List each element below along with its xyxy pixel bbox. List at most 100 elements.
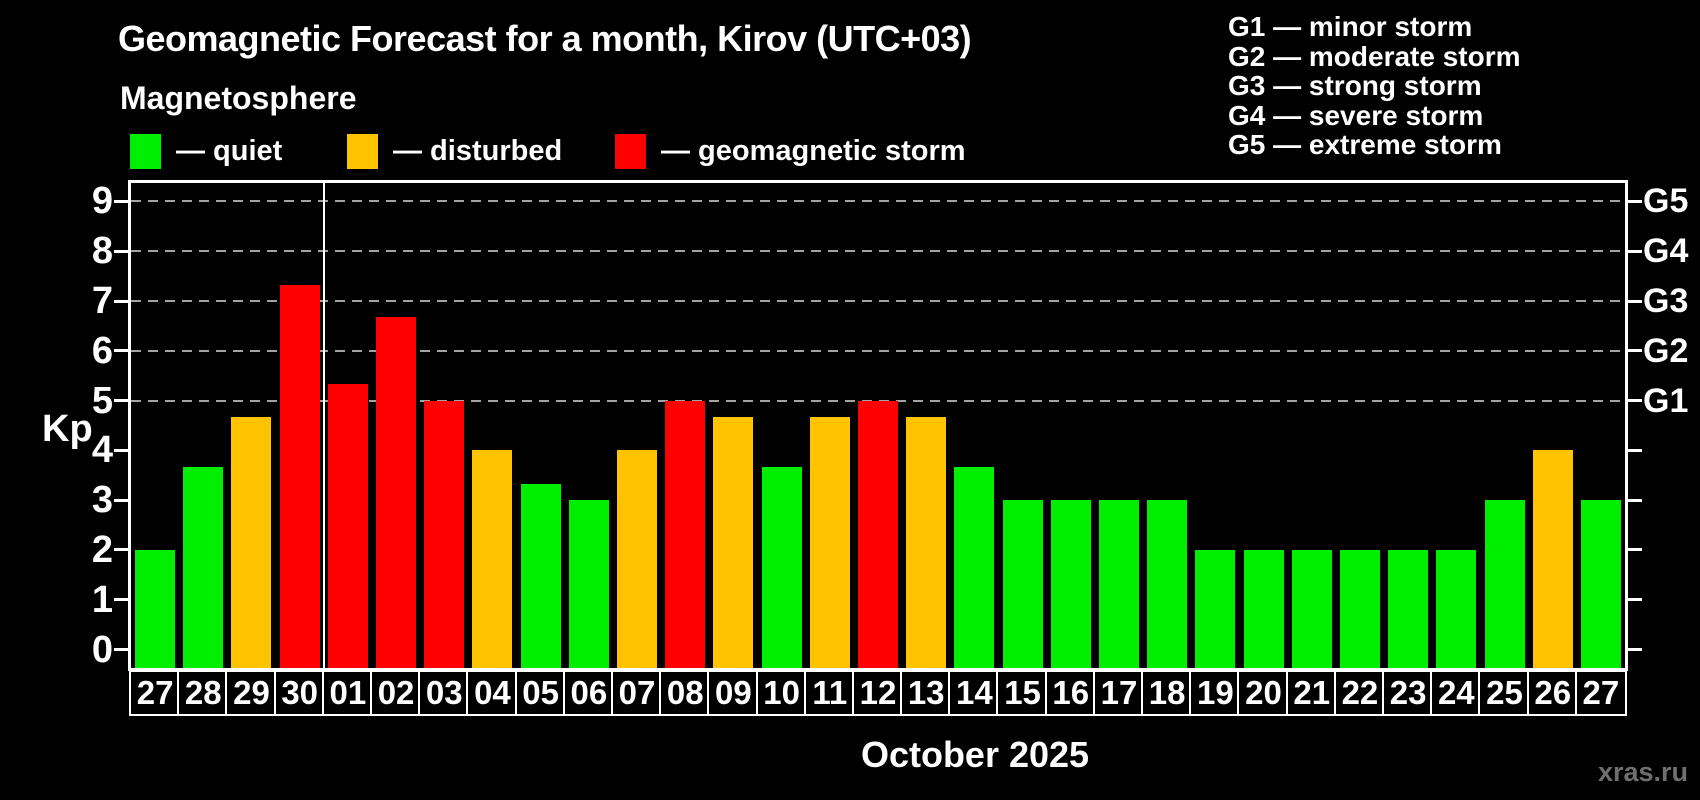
x-axis-day-label: 27 xyxy=(1574,670,1627,716)
bar-day-11 xyxy=(809,417,850,668)
x-axis-day-label: 20 xyxy=(1237,670,1290,716)
y-axis-tick-right xyxy=(1628,498,1642,502)
bar-day-05 xyxy=(520,483,561,668)
y-axis-tick-right xyxy=(1628,349,1642,353)
y-axis-tick-right xyxy=(1628,598,1642,602)
y-axis-tick-right xyxy=(1628,249,1642,253)
x-axis-day-label: 23 xyxy=(1382,670,1435,716)
y-axis-tick-right xyxy=(1628,299,1642,303)
x-axis-day-label: 18 xyxy=(1141,670,1194,716)
bar-day-28 xyxy=(183,466,224,668)
bar-day-08 xyxy=(665,400,706,668)
y-axis-tick-left xyxy=(114,399,128,403)
legend-label-storm: — geomagnetic storm xyxy=(661,135,966,167)
legend-item-disturbed: — disturbed xyxy=(347,133,562,170)
y-axis-tick-label: 1 xyxy=(91,578,113,621)
y-axis-tick-left xyxy=(114,349,128,353)
y-axis-tick-left xyxy=(114,299,128,303)
y-axis-tick-left xyxy=(114,199,128,203)
watermark-xras: xras.ru xyxy=(1597,757,1688,787)
bar-day-04 xyxy=(472,450,513,668)
gscale-legend-item-g3: G3 — strong storm xyxy=(1228,70,1482,102)
g-scale-axis-label-g2: G2 xyxy=(1643,331,1689,370)
x-axis-day-label: 30 xyxy=(273,670,326,716)
bar-day-27 xyxy=(135,549,176,668)
gridline-kp7 xyxy=(131,300,1625,302)
gscale-legend: G1 — minor storm G2 — moderate storm G3 … xyxy=(1228,12,1521,160)
g-scale-axis-label-g4: G4 xyxy=(1643,232,1689,271)
x-axis-day-label: 08 xyxy=(659,670,712,716)
y-axis-tick-right xyxy=(1628,199,1642,203)
bar-day-23 xyxy=(1388,549,1429,668)
bar-day-10 xyxy=(761,466,802,668)
gscale-legend-item-g1: G1 — minor storm xyxy=(1228,11,1473,42)
x-axis-day-label: 15 xyxy=(996,670,1049,716)
x-axis-month-title: October 2025 xyxy=(860,734,1090,775)
bar-day-02 xyxy=(376,317,417,668)
month-separator-line xyxy=(322,183,325,668)
x-axis-day-label: 09 xyxy=(707,670,760,716)
x-axis-day-label: 02 xyxy=(369,670,423,716)
x-axis-day-label: 14 xyxy=(948,670,1001,716)
gridline-kp9 xyxy=(131,200,1625,203)
gridline-kp6 xyxy=(131,349,1625,352)
y-axis-tick-label: 0 xyxy=(91,628,113,671)
bar-day-03 xyxy=(424,400,465,668)
bar-day-19 xyxy=(1195,549,1236,668)
y-axis-tick-label: 4 xyxy=(91,429,113,472)
bar-day-25 xyxy=(1484,500,1525,668)
g-scale-axis-label-g5: G5 xyxy=(1643,182,1689,221)
y-axis-tick-right xyxy=(1628,399,1642,403)
bar-day-27 xyxy=(1580,500,1621,668)
y-axis-tick-label: 7 xyxy=(91,280,113,322)
bar-day-12 xyxy=(858,400,898,668)
y-axis-tick-left xyxy=(114,249,128,253)
x-axis-day-label: 19 xyxy=(1189,670,1242,716)
legend-label-quiet: — quiet xyxy=(176,135,283,167)
bar-day-01 xyxy=(327,384,368,668)
y-axis-tick-right xyxy=(1628,548,1642,552)
x-axis-day-label: 01 xyxy=(321,670,374,716)
disturbed-color-swatch xyxy=(347,134,378,169)
gscale-legend-item-g5: G5 — extreme storm xyxy=(1228,129,1502,161)
x-axis-day-label: 27 xyxy=(129,670,182,716)
x-axis-day-label: 12 xyxy=(851,670,905,716)
chart-subtitle: Magnetosphere xyxy=(120,80,357,116)
bar-day-15 xyxy=(1002,500,1043,668)
quiet-color-swatch xyxy=(130,134,161,169)
x-axis-day-label: 21 xyxy=(1285,670,1338,716)
chart-title: Geomagnetic Forecast for a month, Kirov … xyxy=(118,18,972,59)
x-axis-day-label: 17 xyxy=(1092,670,1146,716)
storm-color-swatch xyxy=(615,134,646,169)
x-axis-day-label: 04 xyxy=(466,670,519,716)
y-axis-tick-label: 3 xyxy=(91,479,113,522)
x-axis-day-label: 25 xyxy=(1478,670,1531,716)
y-axis-tick-right xyxy=(1628,648,1642,652)
bar-day-09 xyxy=(713,417,754,668)
bar-day-22 xyxy=(1339,549,1380,668)
bar-day-16 xyxy=(1050,500,1091,668)
y-axis-tick-left xyxy=(114,448,128,452)
y-axis-tick-label: 6 xyxy=(91,329,113,372)
plot-area-border xyxy=(128,180,1628,671)
gscale-legend-item-g2: G2 — moderate storm xyxy=(1228,40,1521,72)
bar-day-07 xyxy=(617,450,658,668)
bar-day-21 xyxy=(1291,549,1332,668)
bar-day-06 xyxy=(568,500,609,668)
bar-day-24 xyxy=(1436,549,1477,668)
y-axis-tick-left xyxy=(114,548,128,552)
y-axis-tick-right xyxy=(1628,448,1642,452)
x-axis-day-label: 05 xyxy=(514,670,567,716)
bar-day-14 xyxy=(954,466,995,668)
x-axis-day-label: 16 xyxy=(1044,670,1097,716)
x-axis-day-label: 07 xyxy=(610,670,664,716)
x-axis-day-label: 10 xyxy=(755,670,808,716)
y-axis-tick-label: 9 xyxy=(91,180,113,223)
y-axis-tick-label: 2 xyxy=(91,528,113,571)
bar-day-30 xyxy=(279,284,320,668)
x-axis-day-label: 22 xyxy=(1333,670,1387,716)
bar-day-13 xyxy=(906,417,947,668)
y-axis-tick-left xyxy=(114,498,128,502)
y-axis-tick-label: 5 xyxy=(91,379,113,422)
